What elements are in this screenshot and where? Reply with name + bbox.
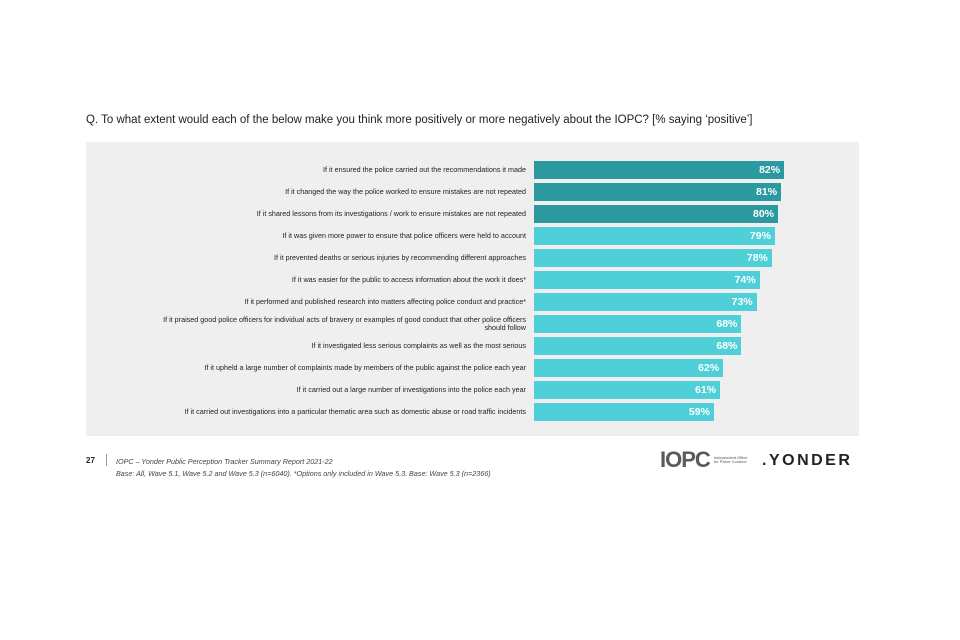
bar: 78% xyxy=(534,249,772,267)
bar: 68% xyxy=(534,315,742,333)
bar-category-label: If it carried out investigations into a … xyxy=(184,407,526,416)
bar-row: If it carried out investigations into a … xyxy=(86,401,859,423)
bar-value-label: 82% xyxy=(759,164,781,176)
bar-row: If it carried out a large number of inve… xyxy=(86,379,859,401)
bar-value-label: 74% xyxy=(734,274,756,286)
bar-row: If it was given more power to ensure tha… xyxy=(86,225,859,247)
bar-value-label: 68% xyxy=(716,340,738,352)
chart-question: Q. To what extent would each of the belo… xyxy=(86,114,753,126)
bar-category-label: If it shared lessons from its investigat… xyxy=(256,209,526,218)
bar-category-label: If it praised good police officers for i… xyxy=(163,315,526,332)
bar-category-label: If it investigated less serious complain… xyxy=(311,341,526,350)
bar-row: If it upheld a large number of complaint… xyxy=(86,357,859,379)
bar: 82% xyxy=(534,161,785,179)
bar: 61% xyxy=(534,381,721,399)
bar-row: If it investigated less serious complain… xyxy=(86,335,859,357)
bar-value-label: 81% xyxy=(756,186,778,198)
bar: 59% xyxy=(534,403,714,421)
yonder-logo: .YONDER xyxy=(762,452,853,469)
bar: 81% xyxy=(534,183,782,201)
bar-category-label: If it was given more power to ensure tha… xyxy=(282,231,526,240)
bar-row: If it shared lessons from its investigat… xyxy=(86,203,859,225)
bar-row: If it ensured the police carried out the… xyxy=(86,159,859,181)
bar-value-label: 79% xyxy=(749,230,771,242)
bar-category-label: If it performed and published research i… xyxy=(244,297,526,306)
bar-row: If it performed and published research i… xyxy=(86,291,859,313)
footer-source: IOPC – Yonder Public Perception Tracker … xyxy=(116,457,333,466)
bar-category-label: If it prevented deaths or serious injuri… xyxy=(274,253,526,262)
bar-category-label: If it carried out a large number of inve… xyxy=(296,385,526,394)
bar: 80% xyxy=(534,205,778,223)
bar-row: If it prevented deaths or serious injuri… xyxy=(86,247,859,269)
chart-panel: If it ensured the police carried out the… xyxy=(86,142,859,436)
bar: 62% xyxy=(534,359,724,377)
iopc-logo-subtitle: Independent Office for Police Conduct xyxy=(713,454,748,464)
bar-chart: If it ensured the police carried out the… xyxy=(86,159,859,423)
bar-row: If it changed the way the police worked … xyxy=(86,181,859,203)
bar: 79% xyxy=(534,227,775,245)
footer-text: IOPC – Yonder Public Perception Tracker … xyxy=(116,456,491,480)
footer-base: Base: All, Wave 5.1, Wave 5.2 and Wave 5… xyxy=(116,469,491,478)
bar-value-label: 80% xyxy=(752,208,774,220)
bar-value-label: 59% xyxy=(688,406,710,418)
bar: 74% xyxy=(534,271,760,289)
iopc-logo: IOPC Independent Office for Police Condu… xyxy=(660,447,748,472)
bar-value-label: 61% xyxy=(695,384,717,396)
bar: 73% xyxy=(534,293,757,311)
bar-row: If it praised good police officers for i… xyxy=(86,313,859,335)
bar-value-label: 78% xyxy=(746,252,768,264)
bar-category-label: If it upheld a large number of complaint… xyxy=(204,363,526,372)
bar: 68% xyxy=(534,337,742,355)
footer-divider xyxy=(106,454,107,466)
iopc-logo-mark: IOPC xyxy=(660,447,711,472)
bar-category-label: If it ensured the police carried out the… xyxy=(323,165,526,174)
bar-category-label: If it was easier for the public to acces… xyxy=(291,275,526,284)
bar-value-label: 62% xyxy=(698,362,720,374)
bar-category-label: If it changed the way the police worked … xyxy=(285,187,526,196)
bar-value-label: 68% xyxy=(716,318,738,330)
bar-value-label: 73% xyxy=(731,296,753,308)
bar-row: If it was easier for the public to acces… xyxy=(86,269,859,291)
page-number: 27 xyxy=(86,456,95,465)
